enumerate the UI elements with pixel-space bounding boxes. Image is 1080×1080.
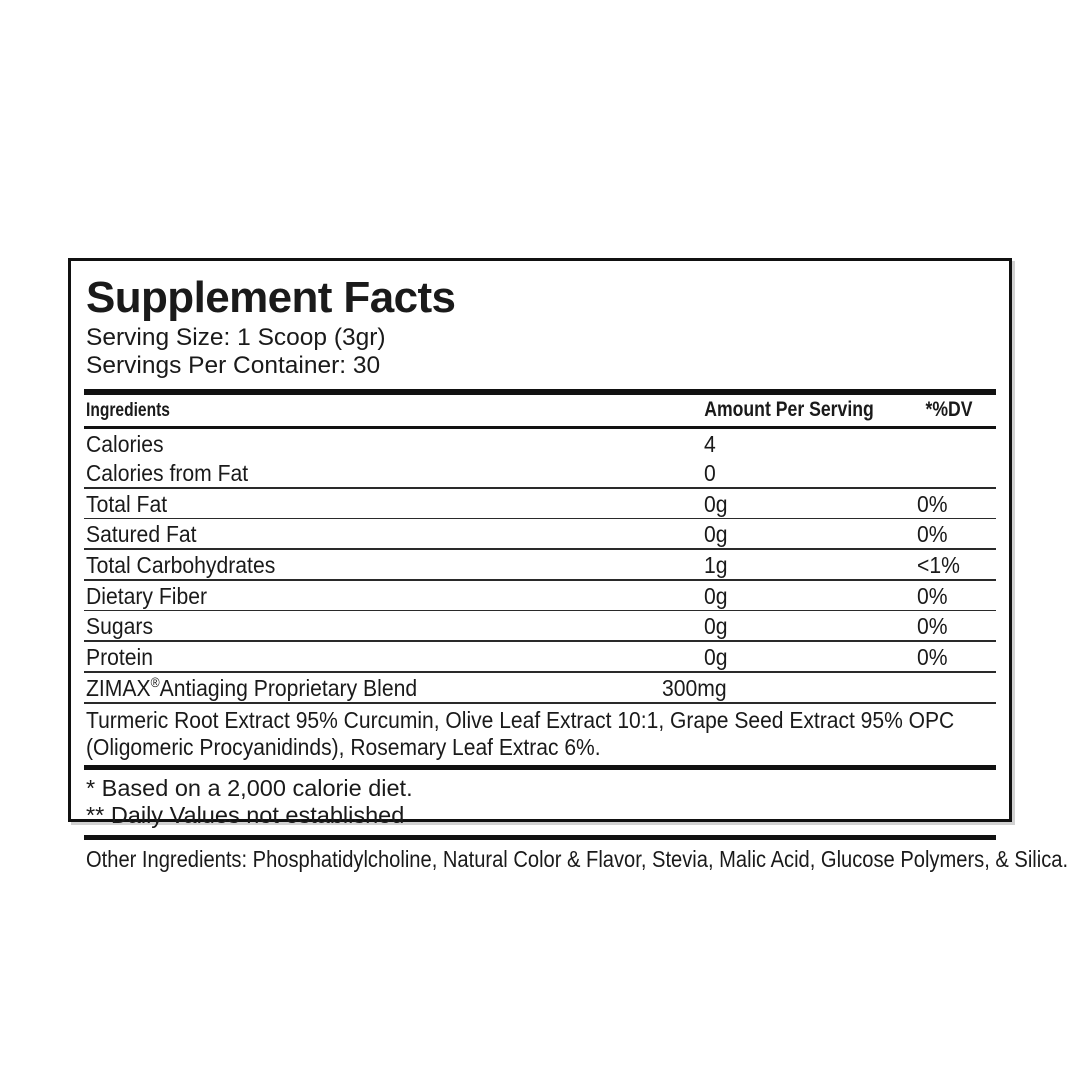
- table-row: Protein 0g 0%: [84, 642, 996, 671]
- nutrient-dv: 0%: [917, 644, 948, 671]
- nutrient-dv: 0%: [917, 521, 948, 548]
- nutrient-name: Dietary Fiber: [86, 582, 208, 609]
- supplement-facts-panel: Supplement Facts Serving Size: 1 Scoop (…: [68, 258, 1068, 872]
- table-row: Total Fat 0g 0%: [84, 489, 996, 518]
- column-header-percent-dv: *%DV: [925, 398, 973, 422]
- footnote-daily-value-basis: * Based on a 2,000 calorie diet.: [86, 774, 413, 801]
- nutrient-name: Total Fat: [86, 490, 168, 517]
- calories-from-fat-amount: 0: [704, 460, 716, 487]
- divider-above-footnotes: [84, 765, 996, 770]
- nutrient-dv: <1%: [917, 552, 960, 579]
- blend-ingredient-list: Turmeric Root Extract 95% Curcumin, Oliv…: [86, 706, 955, 760]
- nutrient-dv: 0%: [917, 613, 948, 640]
- divider-below-blend: [84, 701, 996, 704]
- calories-from-fat-label: Calories from Fat: [86, 460, 249, 487]
- nutrient-name: Total Carbohydrates: [86, 552, 276, 579]
- blend-name: ZIMAX®Antiaging Proprietary Blend: [86, 675, 417, 702]
- nutrient-amount: 0g: [704, 613, 728, 640]
- divider-row: [84, 640, 996, 643]
- nutrient-name: Sugars: [86, 613, 154, 640]
- nutrient-dv: 0%: [917, 490, 948, 517]
- divider-row: [84, 548, 996, 551]
- page-title: Supplement Facts: [86, 273, 456, 322]
- other-ingredients-line: Other Ingredients: Phosphatidylcholine, …: [86, 845, 1069, 872]
- divider-above-other-ingredients: [84, 835, 996, 840]
- nutrient-amount: 0g: [704, 644, 728, 671]
- nutrient-name: Satured Fat: [86, 521, 197, 548]
- footnote-dv-not-established: ** Daily Values not established: [86, 802, 405, 828]
- nutrient-amount: 0g: [704, 582, 728, 609]
- divider-above-blend: [84, 671, 996, 673]
- table-row-calories: Calories 4 Calories from Fat 0: [84, 429, 996, 487]
- divider-row: [84, 517, 996, 520]
- serving-size-line: Serving Size: 1 Scoop (3gr): [86, 323, 386, 351]
- registered-trademark-icon: ®: [150, 675, 160, 691]
- table-row: Total Carbohydrates 1g <1%: [84, 550, 996, 579]
- table-row: Satured Fat 0g 0%: [84, 519, 996, 548]
- nutrient-name: Protein: [86, 644, 154, 671]
- column-header-amount-per-serving: Amount Per Serving: [704, 398, 874, 422]
- calories-amount: 4: [704, 431, 716, 458]
- blend-brand: ZIMAX: [86, 674, 151, 701]
- servings-per-container-line: Servings Per Container: 30: [86, 352, 381, 380]
- table-header-row: Ingredients Amount Per Serving *%DV: [84, 395, 996, 426]
- nutrient-amount: 0g: [704, 490, 728, 517]
- divider-below-table-header: [84, 426, 996, 430]
- table-row-proprietary-blend: ZIMAX®Antiaging Proprietary Blend 300mg: [84, 673, 996, 702]
- table-row: Dietary Fiber 0g 0%: [84, 581, 996, 610]
- calories-label: Calories: [86, 431, 164, 458]
- table-row: Sugars 0g 0%: [84, 611, 996, 640]
- nutrient-amount: 0g: [704, 521, 728, 548]
- divider-above-table-header: [84, 389, 996, 396]
- footnotes-block: * Based on a 2,000 calorie diet. ** Dail…: [86, 775, 996, 830]
- divider-row: [84, 609, 996, 612]
- blend-amount: 300mg: [662, 674, 727, 701]
- nutrient-dv: 0%: [917, 582, 948, 609]
- divider-row: [84, 579, 996, 581]
- column-header-ingredients: Ingredients: [86, 400, 170, 422]
- nutrient-amount: 1g: [704, 552, 728, 579]
- blend-name-suffix: Antiaging Proprietary Blend: [159, 674, 418, 701]
- divider-row: [84, 487, 996, 489]
